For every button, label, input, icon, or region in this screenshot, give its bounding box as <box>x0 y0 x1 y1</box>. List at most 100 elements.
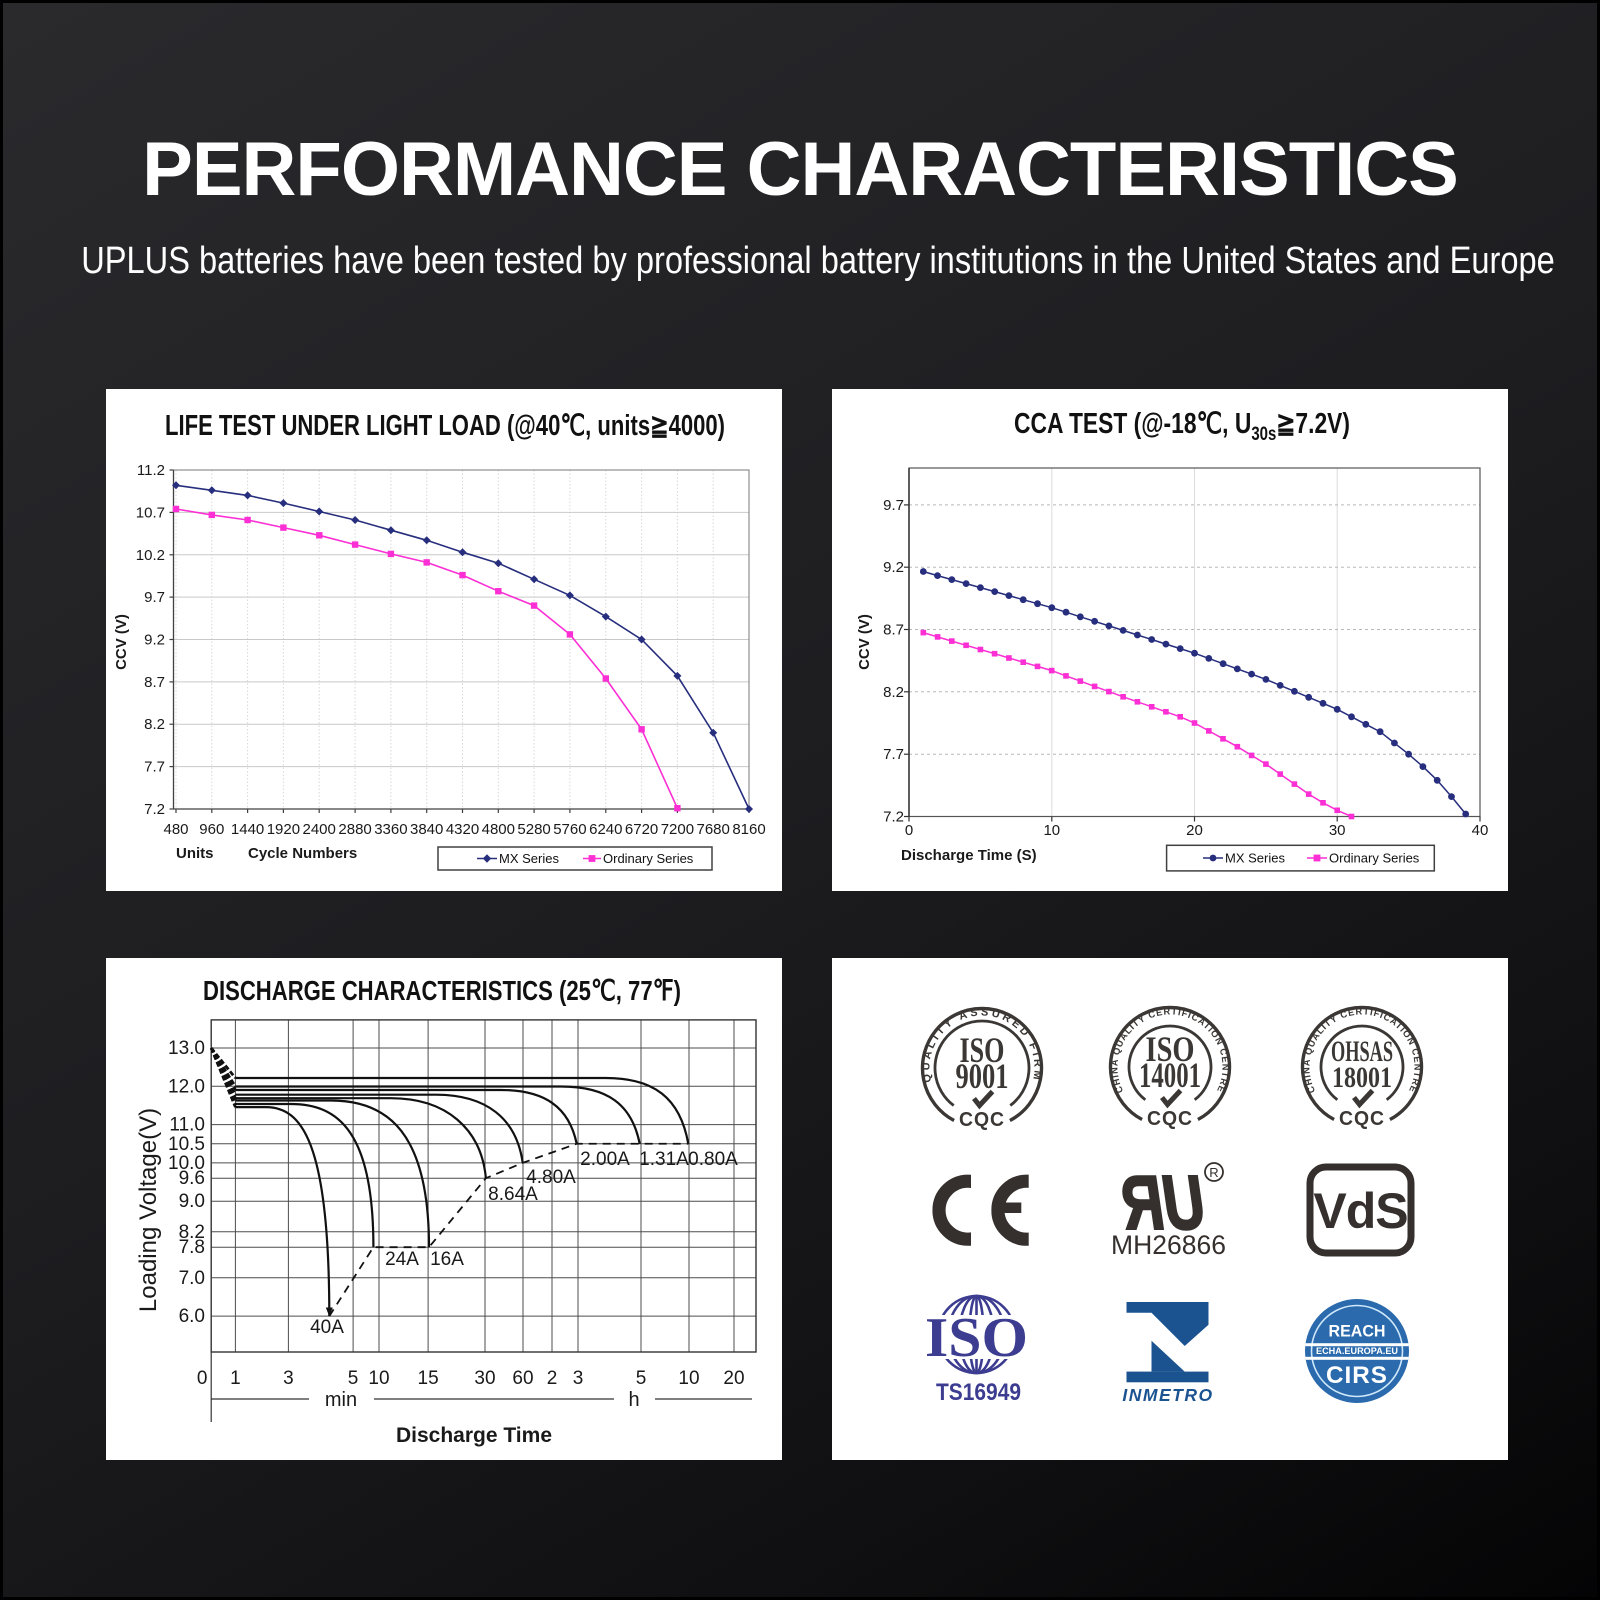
svg-text:16A: 16A <box>430 1249 464 1270</box>
svg-text:10: 10 <box>678 1368 699 1389</box>
svg-text:6720: 6720 <box>625 821 658 838</box>
svg-text:10.0: 10.0 <box>168 1153 205 1174</box>
svg-text:CCV (V): CCV (V) <box>113 614 130 670</box>
svg-text:7680: 7680 <box>697 821 730 838</box>
svg-text:2880: 2880 <box>338 821 371 838</box>
svg-text:8.2: 8.2 <box>144 716 165 733</box>
svg-text:40: 40 <box>1472 822 1489 839</box>
svg-text:7.7: 7.7 <box>144 759 165 776</box>
svg-text:DISCHARGE CHARACTERISTICS (25℃: DISCHARGE CHARACTERISTICS (25℃, 77℉) <box>203 975 681 1006</box>
svg-text:10: 10 <box>368 1368 389 1389</box>
svg-text:4.80A: 4.80A <box>526 1167 576 1188</box>
svg-text:10.5: 10.5 <box>168 1134 205 1155</box>
svg-text:VdS: VdS <box>1313 1183 1407 1239</box>
svg-text:9.7: 9.7 <box>883 497 904 514</box>
svg-text:Discharge Time: Discharge Time <box>396 1424 552 1447</box>
svg-text:8.7: 8.7 <box>144 674 165 691</box>
svg-text:ISO: ISO <box>1146 1029 1195 1069</box>
svg-text:8.2: 8.2 <box>883 684 904 701</box>
svg-text:R: R <box>1209 1165 1218 1180</box>
svg-text:Loading Voltage(V): Loading Voltage(V) <box>135 1108 162 1312</box>
svg-text:5: 5 <box>348 1368 359 1389</box>
svg-text:ECHA.EUROPA.EU: ECHA.EUROPA.EU <box>1316 1346 1398 1356</box>
svg-text:CCA TEST (@-18℃, U30s≧7.2V): CCA TEST (@-18℃, U30s≧7.2V) <box>1014 408 1350 445</box>
svg-text:2400: 2400 <box>303 821 336 838</box>
svg-text:8160: 8160 <box>732 821 765 838</box>
svg-text:7.2: 7.2 <box>144 801 165 818</box>
svg-text:30: 30 <box>474 1368 495 1389</box>
svg-text:OHSAS: OHSAS <box>1331 1035 1393 1068</box>
svg-text:7.0: 7.0 <box>179 1268 205 1289</box>
svg-text:9001: 9001 <box>956 1056 1009 1096</box>
svg-text:5280: 5280 <box>517 821 550 838</box>
svg-text:7.8: 7.8 <box>179 1237 205 1258</box>
svg-text:9.2: 9.2 <box>144 632 165 649</box>
svg-text:20: 20 <box>723 1368 744 1389</box>
svg-text:6240: 6240 <box>589 821 622 838</box>
svg-text:10: 10 <box>1043 822 1060 839</box>
svg-text:9.6: 9.6 <box>179 1168 205 1189</box>
svg-text:24A: 24A <box>385 1249 419 1270</box>
svg-text:13.0: 13.0 <box>168 1038 205 1059</box>
svg-text:18001: 18001 <box>1332 1061 1392 1094</box>
svg-text:Ordinary Series: Ordinary Series <box>603 851 694 866</box>
svg-text:10.2: 10.2 <box>136 547 165 564</box>
svg-text:ISO: ISO <box>925 1307 1028 1369</box>
svg-text:REACH: REACH <box>1329 1323 1386 1341</box>
svg-text:3: 3 <box>573 1368 584 1389</box>
svg-text:7200: 7200 <box>661 821 694 838</box>
svg-text:1440: 1440 <box>231 821 264 838</box>
svg-text:960: 960 <box>199 821 224 838</box>
svg-text:9.2: 9.2 <box>883 559 904 576</box>
svg-text:0: 0 <box>197 1368 208 1389</box>
svg-text:CQC: CQC <box>1339 1108 1385 1130</box>
svg-text:9.0: 9.0 <box>179 1191 205 1212</box>
svg-text:min: min <box>325 1389 357 1411</box>
svg-text:1920: 1920 <box>267 821 300 838</box>
svg-text:8.64A: 8.64A <box>488 1184 538 1205</box>
svg-text:15: 15 <box>418 1368 439 1389</box>
svg-text:MH26866: MH26866 <box>1111 1230 1226 1260</box>
svg-text:4320: 4320 <box>446 821 479 838</box>
svg-text:12.0: 12.0 <box>168 1076 205 1097</box>
svg-text:Units: Units <box>176 845 214 862</box>
svg-text:480: 480 <box>163 821 188 838</box>
svg-text:Ordinary Series: Ordinary Series <box>1329 851 1420 866</box>
svg-text:CIRS: CIRS <box>1326 1362 1388 1389</box>
svg-text:1: 1 <box>230 1368 241 1389</box>
svg-text:5: 5 <box>636 1368 647 1389</box>
svg-text:Discharge Time (S): Discharge Time (S) <box>901 847 1037 864</box>
svg-text:7.7: 7.7 <box>883 746 904 763</box>
svg-text:8.7: 8.7 <box>883 622 904 639</box>
svg-text:60: 60 <box>512 1368 533 1389</box>
svg-text:MX Series: MX Series <box>499 851 559 866</box>
svg-text:5760: 5760 <box>553 821 586 838</box>
svg-text:11.0: 11.0 <box>169 1115 205 1136</box>
svg-text:20: 20 <box>1186 822 1203 839</box>
svg-text:3: 3 <box>283 1368 294 1389</box>
svg-text:2.00A: 2.00A <box>580 1149 630 1170</box>
svg-text:1.31A: 1.31A <box>639 1149 689 1170</box>
svg-text:4800: 4800 <box>482 821 515 838</box>
svg-text:9.7: 9.7 <box>144 589 165 606</box>
svg-text:UR: UR <box>1122 1161 1205 1246</box>
svg-text:14001: 14001 <box>1139 1055 1201 1095</box>
svg-text:MX Series: MX Series <box>1225 851 1285 866</box>
svg-text:0.80A: 0.80A <box>688 1149 738 1170</box>
svg-text:8.2: 8.2 <box>179 1222 205 1243</box>
svg-text:6.0: 6.0 <box>179 1306 205 1327</box>
svg-text:CQC: CQC <box>959 1109 1005 1131</box>
svg-text:3360: 3360 <box>374 821 407 838</box>
svg-text:40A: 40A <box>310 1317 344 1338</box>
svg-text:TS16949: TS16949 <box>936 1379 1021 1406</box>
svg-text:7.2: 7.2 <box>883 809 904 826</box>
svg-text:CCV (V): CCV (V) <box>856 614 873 670</box>
svg-text:30: 30 <box>1329 822 1346 839</box>
svg-text:3840: 3840 <box>410 821 443 838</box>
svg-text:Cycle Numbers: Cycle Numbers <box>248 845 357 862</box>
svg-text:2: 2 <box>547 1368 558 1389</box>
svg-text:0: 0 <box>905 822 913 839</box>
svg-text:11.2: 11.2 <box>137 462 165 479</box>
svg-text:CQC: CQC <box>1147 1108 1193 1130</box>
svg-text:h: h <box>628 1389 639 1411</box>
